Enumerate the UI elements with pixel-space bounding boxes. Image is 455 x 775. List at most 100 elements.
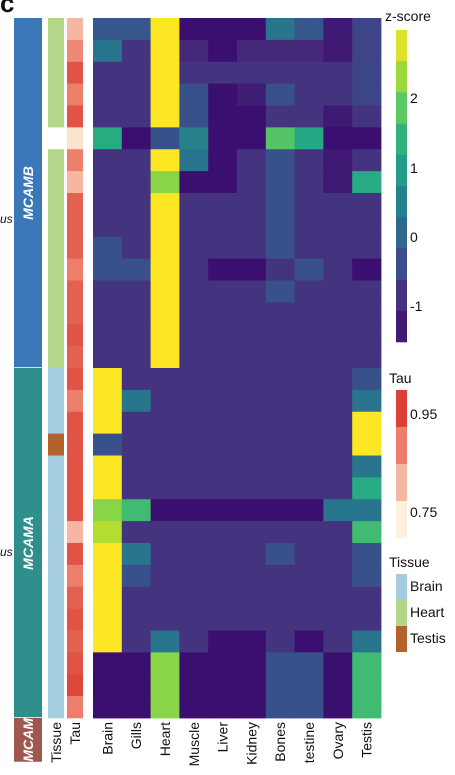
heatmap-cell <box>294 652 324 675</box>
heatmap-cell <box>323 39 353 63</box>
tau-cell <box>67 236 83 259</box>
heatmap-cell <box>294 236 324 260</box>
heatmap-cell <box>323 608 353 631</box>
heatmap-cell <box>208 499 238 522</box>
heatmap-cell <box>121 280 151 303</box>
heatmap-cell <box>323 586 353 610</box>
heatmap-cell <box>179 61 209 85</box>
heatmap-cell <box>265 236 295 260</box>
heatmap-cell <box>93 411 123 435</box>
heatmap-cell <box>150 171 180 194</box>
heatmap-cell <box>179 543 209 566</box>
heatmap-cell <box>294 696 324 719</box>
heatmap-cell <box>237 389 267 413</box>
tissue-cell <box>48 411 64 434</box>
heatmap-cell <box>208 696 238 719</box>
tau-cell <box>67 411 83 434</box>
heatmap-cell <box>352 477 382 500</box>
heatmap-cell <box>352 39 382 63</box>
heatmap-cell <box>265 389 295 413</box>
tissue-cell <box>48 258 64 281</box>
heatmap-cell <box>323 674 353 697</box>
zscore-legend-swatch <box>396 123 407 156</box>
zscore-legend-tick: 2 <box>410 90 418 107</box>
tau-cell <box>67 280 83 303</box>
heatmap-cell <box>93 499 123 522</box>
heatmap-cell <box>179 455 209 478</box>
zscore-legend-title: z-score <box>385 8 431 24</box>
heatmap-cell <box>208 18 238 41</box>
tissue-cell <box>48 652 64 675</box>
heatmap-cell <box>179 564 209 588</box>
tau-legend-swatch <box>396 464 407 502</box>
heatmap-cell <box>121 324 151 347</box>
column-label: Muscle <box>186 722 202 767</box>
tau-legend-swatch <box>396 390 407 428</box>
heatmap-cell <box>179 236 209 260</box>
heatmap-cell <box>208 83 238 106</box>
heatmap-cell <box>323 499 353 522</box>
heatmap-cell <box>323 105 353 128</box>
heatmap-cell <box>352 83 382 106</box>
heatmap-cell <box>150 214 180 238</box>
heatmap-cell <box>121 696 151 719</box>
tissue-cell <box>48 149 64 172</box>
heatmap-cell <box>352 433 382 456</box>
heatmap-cell <box>93 521 123 544</box>
heatmap-cell <box>352 564 382 588</box>
heatmap-cell <box>237 521 267 544</box>
heatmap-cell <box>294 280 324 303</box>
heatmap-cell <box>208 236 238 260</box>
heatmap-cell <box>294 521 324 544</box>
tissue-cell <box>48 586 64 609</box>
tau-cell <box>67 455 83 478</box>
heatmap-cell <box>179 608 209 631</box>
heatmap-cell <box>352 368 382 391</box>
heatmap-cell <box>150 236 180 260</box>
heatmap-cell <box>323 214 353 238</box>
tau-cell <box>67 258 83 281</box>
group-bar <box>14 18 42 368</box>
tau-cell <box>67 630 83 653</box>
heatmap-cell <box>93 258 123 281</box>
tissue-cell <box>48 608 64 631</box>
tissue-cell <box>48 61 64 84</box>
heatmap-cell <box>93 455 123 478</box>
heatmap-cell <box>179 674 209 697</box>
heatmap-cell <box>179 521 209 544</box>
tissue-cell <box>48 83 64 106</box>
heatmap-cell <box>237 674 267 697</box>
heatmap-cell <box>323 18 353 41</box>
heatmap-cell <box>93 477 123 500</box>
tau-cell <box>67 389 83 413</box>
heatmap-cell <box>294 258 324 281</box>
heatmap-cell <box>323 346 353 369</box>
heatmap-cell <box>208 258 238 281</box>
heatmap-cell <box>352 652 382 675</box>
heatmap-cell <box>352 280 382 303</box>
heatmap-cell <box>237 280 267 303</box>
heatmap-cell <box>208 389 238 413</box>
heatmap-cell <box>323 280 353 303</box>
tau-cell <box>67 674 83 697</box>
heatmap-cell <box>294 674 324 697</box>
heatmap-cell <box>121 455 151 478</box>
heatmap-cell <box>150 83 180 106</box>
heatmap-cell <box>121 564 151 588</box>
heatmap-cell <box>294 630 324 653</box>
heatmap-cell <box>208 368 238 391</box>
zscore-legend-swatch <box>396 92 407 124</box>
heatmap-cell <box>121 389 151 413</box>
heatmap-cell <box>93 236 123 260</box>
heatmap-cell <box>237 368 267 391</box>
heatmap-cell <box>150 39 180 63</box>
tissue-legend-label: Heart <box>410 604 445 620</box>
heatmap-cell <box>93 696 123 719</box>
heatmap-cell <box>265 521 295 544</box>
tau-cell <box>67 83 83 106</box>
heatmap-cell <box>179 652 209 675</box>
heatmap-cell <box>179 346 209 369</box>
heatmap-cell <box>265 214 295 238</box>
heatmap-cell <box>294 214 324 238</box>
